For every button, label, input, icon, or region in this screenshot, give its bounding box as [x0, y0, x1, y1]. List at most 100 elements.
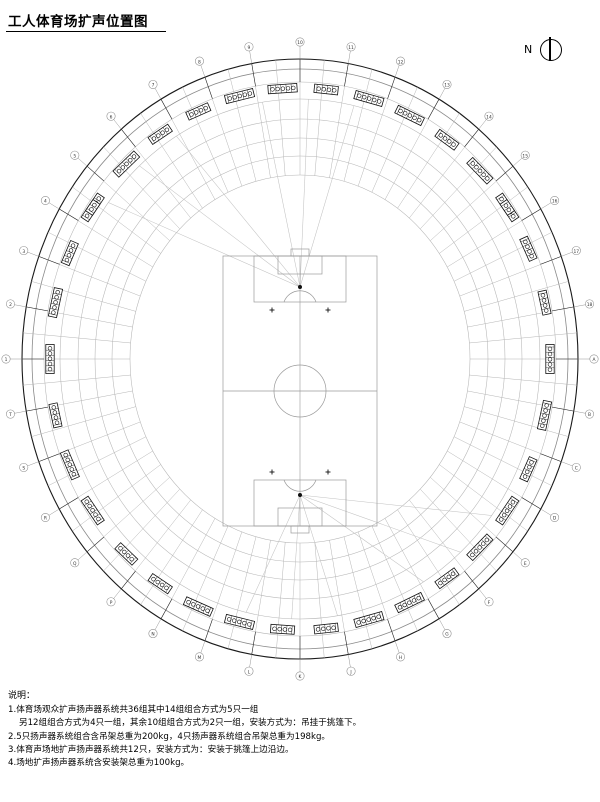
speaker-cluster[interactable] [182, 596, 214, 617]
stadium-plan-svg: ABCDEFGHJKLMNPQRST1234567891011121314151… [1, 37, 599, 681]
grid-marker: N [148, 629, 158, 639]
speaker-cluster[interactable] [466, 156, 494, 185]
grid-marker: D [550, 513, 560, 522]
speaker-cluster[interactable] [267, 83, 298, 95]
svg-text:13: 13 [444, 83, 450, 89]
svg-text:Q: Q [73, 561, 77, 567]
title-underline [6, 31, 166, 32]
grid-marker: A [589, 354, 599, 364]
svg-text:C: C [575, 466, 578, 472]
note-2: 2.5只扬声器系统组合含吊架总重为200kg，4只扬声器系统组合吊架总重为198… [8, 731, 331, 742]
grid-marker: K [295, 671, 305, 681]
svg-text:S: S [22, 466, 25, 472]
speaker-cluster[interactable] [114, 542, 139, 566]
note-3: 3.体育声场地扩声扬声器系统共12只，安装方式为：安装于挑篷上边沿边。 [8, 744, 294, 755]
north-needle-icon [549, 37, 551, 61]
grid-marker: 18 [585, 299, 595, 309]
speaker-cluster[interactable] [394, 104, 426, 127]
grid-marker: 4 [40, 196, 50, 205]
speaker-cluster[interactable] [147, 123, 173, 146]
grid-marker: G [442, 629, 452, 639]
svg-text:4: 4 [44, 199, 47, 205]
svg-text:F: F [488, 600, 491, 606]
speaker-cluster[interactable] [313, 622, 339, 635]
speaker-cluster[interactable] [353, 89, 385, 108]
grid-marker: 8 [194, 56, 204, 66]
svg-text:15: 15 [522, 153, 528, 159]
svg-text:K: K [299, 674, 302, 680]
note-4: 4.场地扩声扬声器系统含安装架总重为100kg。 [8, 758, 190, 769]
grid-marker: F [484, 597, 494, 607]
grid-marker: M [194, 652, 204, 662]
speaker-cluster[interactable] [495, 495, 520, 526]
speaker-cluster[interactable] [185, 102, 212, 121]
speaker-cluster[interactable] [60, 239, 79, 267]
stadium-plan: A B C D E F G H J K L M N P Q R S T 1 2 3 4 5 6 7 8 9 10 11 12 13 14 15 1… [0, 34, 600, 684]
svg-text:E: E [524, 561, 527, 567]
speaker-cluster[interactable] [545, 344, 555, 374]
speaker-cluster[interactable] [519, 456, 538, 483]
svg-text:R: R [44, 516, 47, 522]
north-arrow: N [524, 37, 572, 66]
grid-marker: 10 [295, 37, 305, 47]
svg-text:3: 3 [22, 249, 25, 255]
speaker-cluster[interactable] [223, 613, 256, 631]
grid-marker: E [520, 558, 530, 568]
speaker-cluster[interactable] [499, 199, 516, 216]
svg-text:P: P [110, 600, 113, 606]
grid-marker: 1 [1, 354, 11, 364]
speaker-cluster[interactable] [434, 567, 460, 590]
speaker-cluster[interactable] [269, 623, 296, 635]
speaker-cluster[interactable] [80, 495, 105, 526]
speaker-cluster[interactable] [537, 289, 552, 316]
speaker-cluster[interactable] [536, 399, 553, 431]
svg-text:8: 8 [198, 59, 201, 65]
grid-marker: 17 [571, 246, 581, 256]
speaker-cluster[interactable] [353, 610, 385, 629]
svg-text:10: 10 [297, 40, 303, 46]
svg-text:6: 6 [110, 114, 113, 120]
speaker-cluster[interactable] [48, 402, 63, 429]
note-1: 1.体育场观众扩声扬声器系统共36组其中14组组合方式为5只一组 [8, 705, 259, 716]
svg-text:14: 14 [486, 114, 492, 120]
note-1b: 另12组组合方式为4只一组，其余10组组合方式为2只一组，安装方式为：吊挂于挑篷… [19, 718, 362, 729]
grid-marker: 3 [19, 246, 29, 256]
notes-heading: 说明： [8, 691, 36, 701]
grid-marker: 16 [550, 196, 560, 205]
svg-text:D: D [553, 516, 557, 522]
svg-text:2: 2 [9, 302, 12, 308]
svg-text:N: N [151, 632, 154, 638]
grid-marker: 5 [70, 150, 80, 160]
grid-marker: 15 [520, 150, 530, 160]
grid-marker: Q [70, 558, 80, 568]
speaker-clusters[interactable] [45, 83, 555, 635]
speaker-cluster[interactable] [112, 150, 141, 178]
speaker-cluster[interactable] [59, 449, 80, 481]
speaker-cluster[interactable] [47, 287, 64, 319]
grid-marker: 14 [484, 111, 494, 121]
svg-text:A: A [592, 357, 595, 363]
speaker-cluster[interactable] [434, 128, 460, 151]
svg-text:18: 18 [587, 302, 593, 308]
svg-text:T: T [8, 412, 12, 418]
svg-text:G: G [445, 632, 449, 638]
grid-marker: T [5, 409, 15, 419]
speaker-cluster[interactable] [466, 533, 494, 562]
grid-marker: C [571, 462, 581, 472]
grid-marker: 2 [5, 299, 15, 309]
svg-text:12: 12 [398, 59, 404, 65]
speaker-cluster[interactable] [313, 83, 339, 96]
north-label: N [524, 43, 533, 56]
speaker-cluster[interactable] [84, 199, 101, 216]
grid-marker: S [19, 462, 29, 472]
speaker-cluster[interactable] [519, 235, 538, 262]
speaker-cluster[interactable] [394, 591, 426, 614]
speaker-cluster[interactable] [147, 572, 173, 595]
svg-text:H: H [399, 655, 402, 661]
speaker-cluster[interactable] [45, 344, 55, 374]
speaker-cluster[interactable] [223, 87, 256, 105]
svg-text:M: M [198, 655, 202, 661]
grid-marker: 12 [396, 56, 406, 66]
grid-marker: 6 [106, 111, 116, 121]
